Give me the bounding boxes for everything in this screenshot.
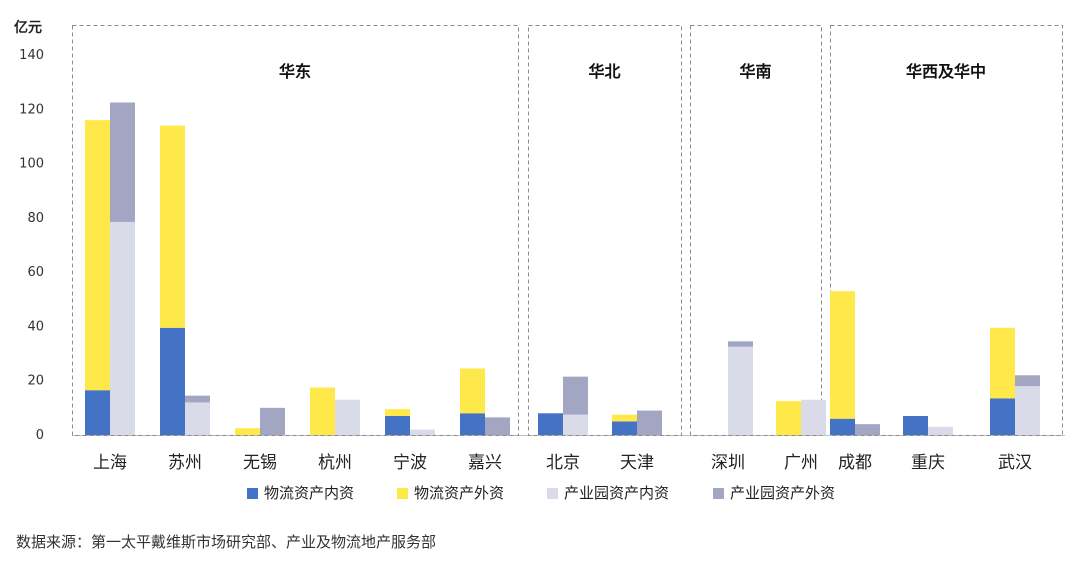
y-axis-unit: 亿元 bbox=[14, 19, 42, 36]
bar-segment bbox=[185, 402, 210, 435]
legend-swatch bbox=[247, 488, 258, 499]
category-label: 宁波 bbox=[393, 453, 427, 473]
y-tick-label: 80 bbox=[27, 211, 44, 226]
y-tick-label: 60 bbox=[27, 265, 44, 280]
bar-segment bbox=[801, 399, 826, 435]
bar-segment bbox=[612, 414, 637, 422]
bars bbox=[85, 102, 1040, 435]
bar-segment bbox=[1015, 375, 1040, 387]
category-label: 嘉兴 bbox=[468, 453, 502, 473]
bar-segment bbox=[85, 120, 110, 391]
region-box bbox=[830, 25, 1063, 436]
legend-swatch bbox=[547, 488, 558, 499]
category-label: 苏州 bbox=[168, 453, 202, 473]
bar-segment bbox=[990, 398, 1015, 435]
category-label: 重庆 bbox=[911, 453, 945, 473]
region-label: 华西及华中 bbox=[906, 62, 986, 81]
bar-segment bbox=[830, 418, 855, 435]
legend-swatch bbox=[713, 488, 724, 499]
y-tick-label: 100 bbox=[19, 157, 44, 172]
legend-label: 产业园资产内资 bbox=[564, 484, 669, 502]
legend-label: 物流资产内资 bbox=[264, 484, 354, 502]
bar-segment bbox=[855, 424, 880, 435]
region-label: 华北 bbox=[588, 62, 620, 81]
category-label: 成都 bbox=[838, 453, 872, 473]
category-label: 天津 bbox=[620, 453, 654, 473]
category-label: 上海 bbox=[93, 453, 127, 473]
region-box bbox=[690, 25, 822, 436]
y-ticks: 0 20 40 60 80 100 120 140 bbox=[19, 48, 44, 443]
bar-segment bbox=[110, 221, 135, 435]
bar-segment bbox=[85, 390, 110, 435]
source-note: 数据来源：第一太平戴维斯市场研究部、产业及物流地产服务部 bbox=[16, 533, 436, 551]
legend-swatch bbox=[397, 488, 408, 499]
legend-label: 物流资产外资 bbox=[414, 484, 504, 502]
bar-segment bbox=[1015, 386, 1040, 435]
region-boxes: 华东 华北 华南 华西及华中 bbox=[72, 25, 1063, 436]
legend: 物流资产内资 物流资产外资 产业园资产内资 产业园资产外资 bbox=[247, 484, 835, 502]
bar-segment bbox=[460, 368, 485, 414]
bar-segment bbox=[385, 409, 410, 416]
bar-segment bbox=[538, 413, 563, 435]
bar-segment bbox=[928, 426, 953, 435]
bar-segment bbox=[563, 414, 588, 435]
bar-segment bbox=[160, 327, 185, 435]
bar-segment bbox=[310, 387, 335, 435]
region-label: 华南 bbox=[739, 62, 771, 81]
bar-segment bbox=[728, 341, 753, 347]
region-box bbox=[72, 25, 519, 436]
bar-segment bbox=[776, 401, 801, 435]
bar-segment bbox=[385, 416, 410, 435]
bar-segment bbox=[637, 410, 662, 435]
bar-segment bbox=[335, 399, 360, 435]
category-label: 无锡 bbox=[243, 453, 277, 473]
bar-segment bbox=[160, 125, 185, 328]
y-tick-label: 40 bbox=[27, 319, 44, 334]
y-tick-label: 0 bbox=[36, 428, 44, 443]
y-tick-label: 20 bbox=[27, 374, 44, 389]
region-box bbox=[528, 25, 682, 436]
category-label: 北京 bbox=[546, 453, 580, 473]
y-tick-label: 140 bbox=[19, 48, 44, 63]
region-label: 华东 bbox=[279, 62, 311, 81]
bar-segment bbox=[728, 346, 753, 435]
bar-segment bbox=[903, 416, 928, 435]
bar-segment bbox=[460, 413, 485, 435]
bar-segment bbox=[563, 376, 588, 415]
bar-segment bbox=[235, 428, 260, 435]
category-label: 杭州 bbox=[318, 453, 352, 473]
y-tick-label: 120 bbox=[19, 102, 44, 117]
category-label: 武汉 bbox=[998, 453, 1032, 473]
bar-segment bbox=[485, 417, 510, 435]
bar-segment bbox=[830, 291, 855, 419]
category-labels: 上海 苏州 无锡 杭州 宁波 嘉兴 北京 天津 深圳 广州 成都 重庆 武汉 bbox=[93, 453, 1032, 473]
legend-label: 产业园资产外资 bbox=[730, 484, 835, 502]
bar-segment bbox=[990, 327, 1015, 399]
category-label: 深圳 bbox=[711, 453, 745, 473]
category-label: 广州 bbox=[784, 453, 818, 473]
bar-segment bbox=[260, 407, 285, 435]
bar-segment bbox=[410, 429, 435, 435]
bar-segment bbox=[612, 421, 637, 435]
bar-segment bbox=[185, 395, 210, 403]
bar-segment bbox=[110, 102, 135, 222]
